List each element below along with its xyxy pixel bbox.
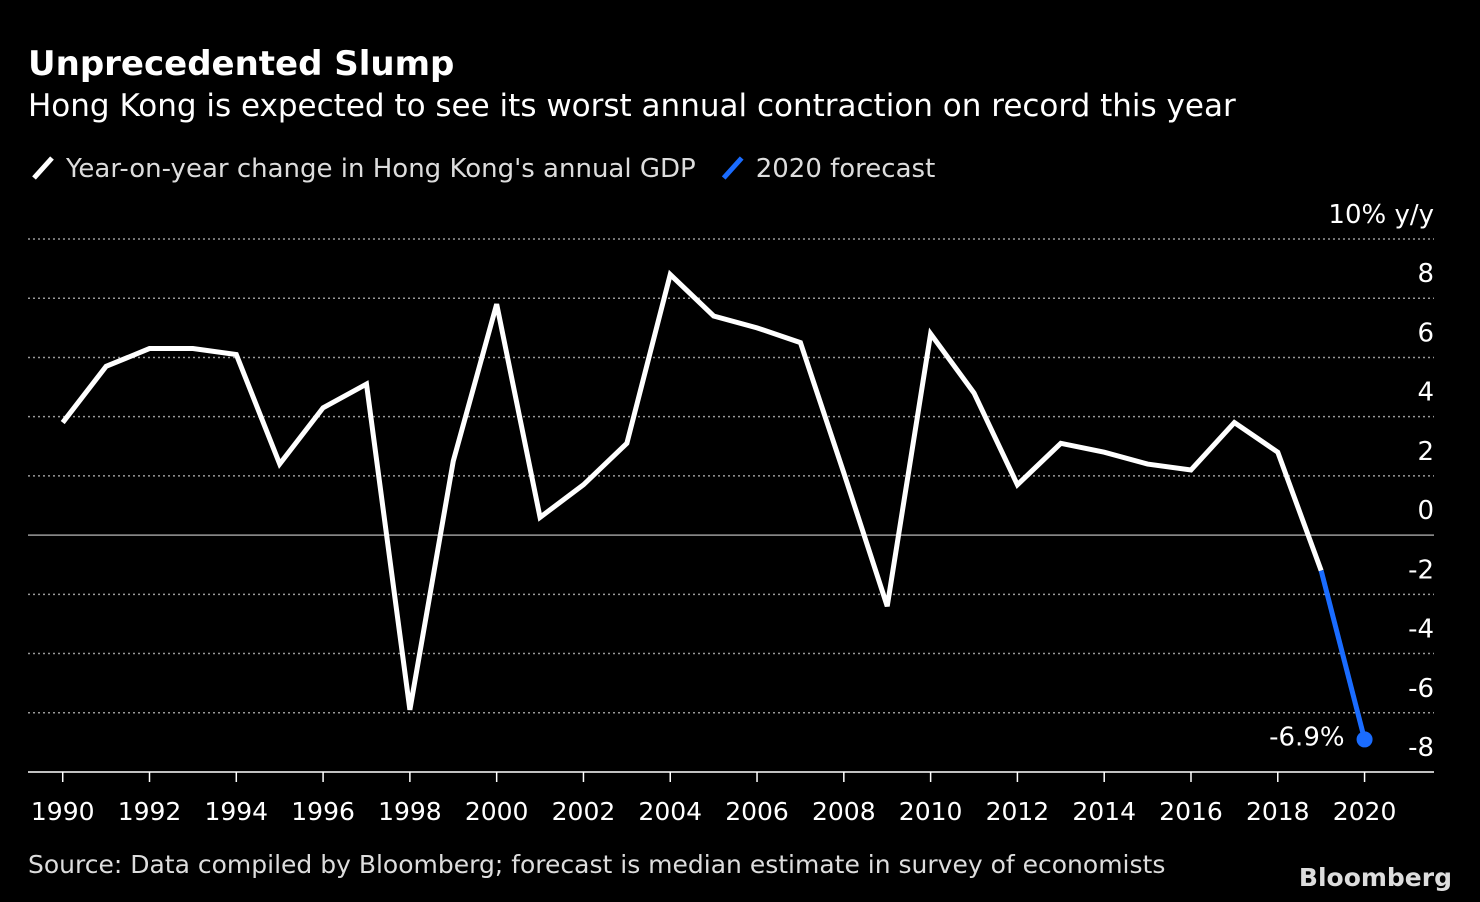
chart-subtitle: Hong Kong is expected to see its worst a… [28,88,1236,124]
y-tick-label: -6 [1408,674,1434,704]
y-tick-label: -8 [1408,733,1434,763]
x-tick-label: 1992 [118,797,182,826]
data-label: -6.9% [1269,722,1344,752]
y-tick-label: -2 [1408,555,1434,585]
legend-swatch [32,156,54,180]
end-marker [1356,731,1373,748]
x-tick-label: 2008 [812,797,876,826]
source: Source: Data compiled by Bloomberg; fore… [28,850,1165,879]
x-tick-label: 2012 [986,797,1050,826]
y-tick-label: 0 [1417,496,1434,526]
x-tick-label: 1994 [204,797,268,826]
x-tick-label: 2010 [899,797,963,826]
chart-title: Unprecedented Slump [28,44,454,84]
y-tick-label: 2 [1417,437,1434,467]
y-tick-label: 6 [1417,318,1434,348]
x-tick-label: 1990 [31,797,95,826]
x-tick-label: 2002 [552,797,616,826]
y-tick-label: 10% y/y [1328,200,1434,230]
y-tick-label: 4 [1417,378,1434,408]
x-tick-label: 1996 [291,797,355,826]
x-tick-label: 2016 [1159,797,1223,826]
brand: Bloomberg [1299,863,1452,892]
legend-swatch [721,156,744,180]
x-tick-label: 2000 [465,797,529,826]
y-tick-label: 8 [1417,259,1434,289]
x-tick-label: 2004 [638,797,702,826]
legend-label: 2020 forecast [756,154,936,184]
series-line [1318,570,1367,741]
y-tick-label: -4 [1408,615,1434,645]
x-tick-label: 2018 [1246,797,1310,826]
series-line [60,269,1324,711]
legend-label: Year-on-year change in Hong Kong's annua… [65,154,696,184]
x-tick-label: 2020 [1333,797,1397,826]
x-tick-label: 1998 [378,797,442,826]
x-tick-label: 2014 [1072,797,1136,826]
x-tick-label: 2006 [725,797,789,826]
